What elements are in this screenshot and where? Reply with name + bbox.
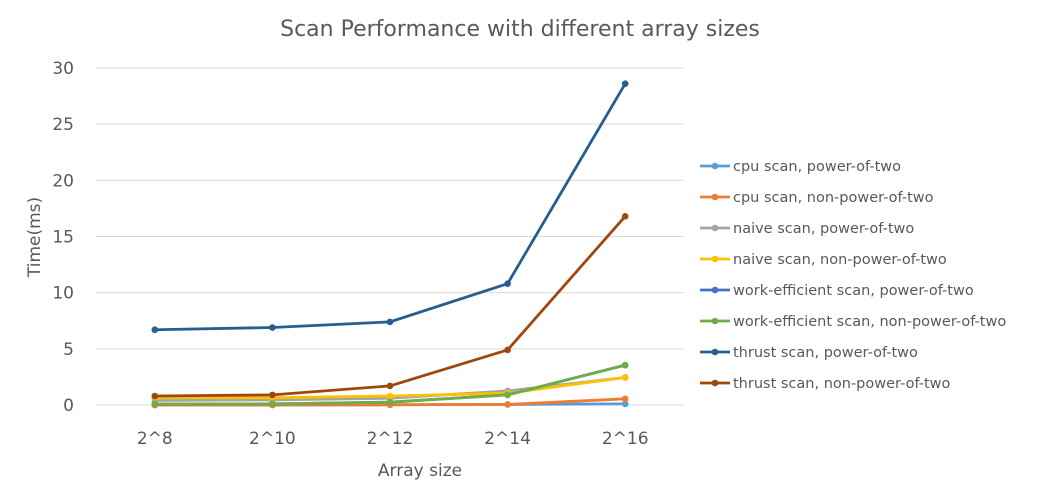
data-point [504, 280, 511, 287]
y-ticks: 0 5 10 15 20 25 30 [52, 59, 74, 416]
legend-item: work-efficient scan, non-power-of-two [700, 314, 1006, 330]
legend-swatch-marker [711, 162, 719, 170]
legend-swatch-marker [711, 379, 719, 387]
data-point [151, 400, 159, 408]
data-point [504, 346, 511, 354]
data-point [504, 391, 511, 399]
series-8 [151, 212, 629, 400]
x-tick-label: 2^14 [484, 429, 531, 449]
grid [96, 67, 684, 406]
data-point [386, 318, 394, 326]
y-tick-label: 15 [52, 228, 74, 248]
legend-item: cpu scan, power-of-two [700, 159, 901, 175]
data-point [269, 391, 276, 399]
legend-label: thrust scan, non-power-of-two [733, 376, 951, 392]
legend-item: work-efficient scan, power-of-two [700, 283, 974, 299]
data-point [621, 400, 629, 408]
y-tick-label: 20 [52, 171, 74, 191]
data-point [269, 400, 276, 408]
legend-label: thrust scan, power-of-two [733, 345, 918, 361]
data-point [151, 326, 159, 334]
data-point [621, 80, 629, 88]
y-tick-label: 0 [63, 396, 74, 416]
legend: cpu scan, power-of-two cpu scan, non-powe… [700, 159, 1006, 392]
legend-item: naive scan, non-power-of-two [700, 252, 947, 268]
series-7 [151, 80, 629, 334]
x-tick-label: 2^16 [602, 429, 649, 449]
legend-label: naive scan, non-power-of-two [733, 252, 947, 268]
y-tick-label: 30 [52, 59, 74, 79]
x-tick-label: 2^12 [367, 429, 414, 449]
legend-item: naive scan, power-of-two [700, 221, 914, 237]
x-tick-label: 2^10 [249, 429, 296, 449]
legend-swatch-marker [711, 348, 719, 356]
legend-item: thrust scan, power-of-two [700, 345, 918, 361]
y-tick-label: 10 [52, 284, 74, 304]
data-point [151, 392, 159, 400]
legend-item: cpu scan, non-power-of-two [700, 190, 934, 206]
data-point [621, 361, 629, 369]
legend-item: thrust scan, non-power-of-two [700, 376, 951, 392]
legend-swatch-marker [711, 224, 719, 232]
data-point [386, 398, 394, 406]
data-point [621, 395, 629, 403]
data-point [269, 324, 276, 331]
legend-label: cpu scan, non-power-of-two [733, 190, 934, 206]
data-point [386, 392, 394, 400]
data-point [386, 382, 394, 390]
data-point [504, 401, 511, 408]
y-tick-label: 5 [63, 340, 74, 360]
chart-title: Scan Performance with different array si… [280, 17, 760, 42]
x-ticks: 2^8 2^10 2^12 2^14 2^16 [137, 429, 649, 449]
legend-swatch-marker [711, 255, 719, 263]
y-axis-label: Time(ms) [25, 197, 45, 278]
x-axis-label: Array size [378, 461, 462, 481]
x-tick-label: 2^8 [137, 429, 173, 449]
series-6 [151, 361, 629, 408]
series-group [151, 80, 629, 409]
legend-swatch-marker [711, 317, 719, 325]
legend-label: work-efficient scan, non-power-of-two [733, 314, 1006, 330]
legend-label: cpu scan, power-of-two [733, 159, 901, 175]
data-point [621, 212, 629, 220]
legend-swatch-marker [711, 193, 719, 201]
data-point [621, 374, 629, 381]
legend-label: work-efficient scan, power-of-two [733, 283, 974, 299]
y-tick-label: 25 [52, 115, 74, 135]
legend-label: naive scan, power-of-two [733, 221, 914, 237]
legend-swatch-marker [711, 286, 719, 294]
